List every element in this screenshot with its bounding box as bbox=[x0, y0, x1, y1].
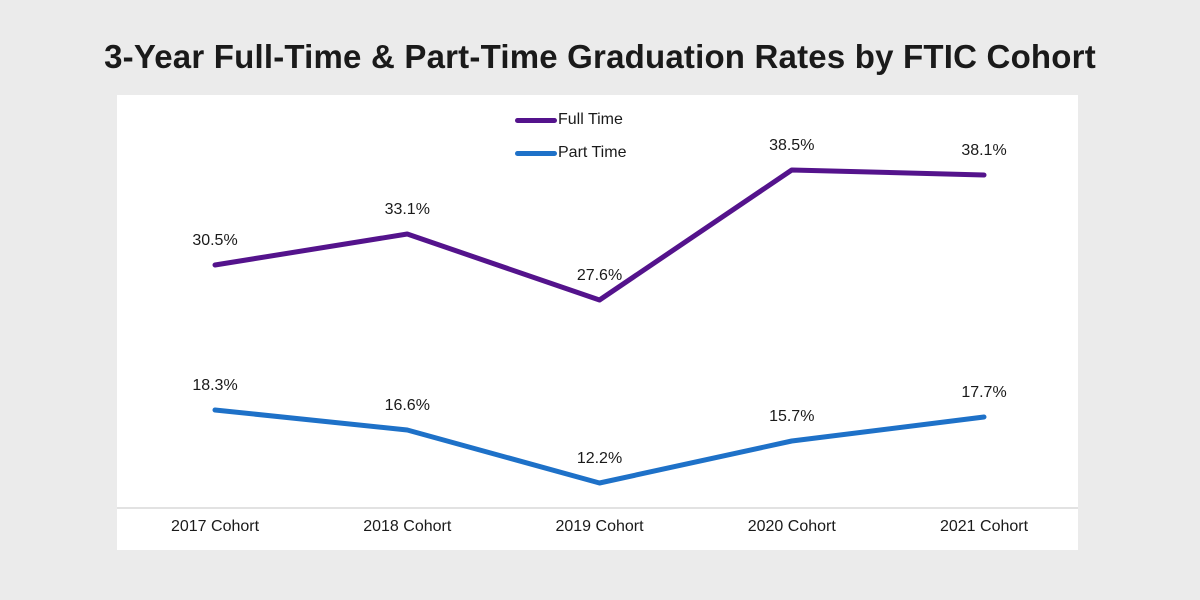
chart-title: 3-Year Full-Time & Part-Time Graduation … bbox=[104, 38, 1096, 75]
data-label: 38.5% bbox=[769, 137, 815, 154]
legend: Full Time Part Time bbox=[515, 107, 626, 173]
data-label: 18.3% bbox=[192, 377, 238, 394]
data-label: 33.1% bbox=[384, 201, 430, 218]
legend-item-full-time: Full Time bbox=[515, 107, 626, 133]
legend-label-full-time: Full Time bbox=[558, 111, 623, 128]
data-label: 12.2% bbox=[576, 450, 623, 467]
series-line-part-time bbox=[212, 407, 987, 486]
x-axis-label: 2017 Cohort bbox=[170, 518, 260, 535]
legend-item-part-time: Part Time bbox=[515, 140, 626, 166]
series-line-full-time bbox=[212, 167, 987, 303]
chart-plot bbox=[117, 167, 1078, 509]
data-label: 15.7% bbox=[769, 408, 815, 425]
chart-panel: Full Time Part Time 30.5% 33.1% 27.6% 38.5%… bbox=[117, 95, 1078, 550]
x-axis-label: 2021 Cohort bbox=[939, 518, 1029, 535]
x-axis-label: 2019 Cohort bbox=[555, 518, 644, 535]
legend-label-part-time: Part Time bbox=[558, 144, 627, 161]
x-axis-label: 2018 Cohort bbox=[363, 518, 452, 535]
data-label: 16.6% bbox=[384, 397, 430, 414]
x-axis-label: 2020 Cohort bbox=[747, 518, 836, 535]
legend-swatch-full-time bbox=[515, 117, 557, 123]
data-label: 27.6% bbox=[576, 267, 623, 284]
legend-swatch-part-time bbox=[515, 150, 557, 156]
data-label: 38.1% bbox=[961, 142, 1007, 159]
data-label: 30.5% bbox=[192, 232, 238, 249]
data-label: 17.7% bbox=[961, 384, 1007, 401]
